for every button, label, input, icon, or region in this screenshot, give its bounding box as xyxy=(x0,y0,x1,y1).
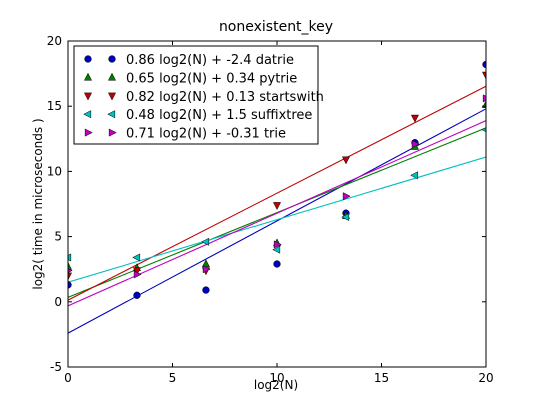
legend-marker-right-4 xyxy=(107,110,116,119)
legend-label-1: 0.86 log2(N) + -2.4 datrie xyxy=(126,53,294,68)
legend-marker-right-2 xyxy=(107,72,117,81)
legend-marker-left-1 xyxy=(84,55,92,63)
y-tick-label-5: 15 xyxy=(47,99,62,113)
legend-label-4: 0.48 log2(N) + 1.5 suffixtree xyxy=(126,108,312,123)
y-tick-label-1: -5 xyxy=(50,360,62,374)
data-point-series-2-1 xyxy=(68,261,73,270)
data-point-series-1-7 xyxy=(482,60,486,69)
y-tick-label-4: 10 xyxy=(47,164,62,178)
data-point-series-1-1 xyxy=(68,281,72,289)
data-point-series-4-2 xyxy=(132,253,141,262)
legend: 0.86 log2(N) + -2.4 datrie 0.65 log2(N) +… xyxy=(73,45,324,145)
legend-marker-right-3 xyxy=(107,92,117,101)
data-point-series-4-3 xyxy=(201,237,210,246)
data-point-series-3-4 xyxy=(272,202,282,211)
y-tick-label-6: 20 xyxy=(47,34,62,48)
legend-marker-right-5 xyxy=(108,128,117,137)
legend-box xyxy=(73,45,319,145)
data-point-series-4-4 xyxy=(272,245,281,254)
legend-label-3: 0.82 log2(N) + 0.13 startswith xyxy=(126,90,324,105)
data-point-series-5-7 xyxy=(482,94,486,103)
fit-line-3 xyxy=(68,85,486,301)
x-tick-label-3: 10 xyxy=(269,371,284,385)
legend-label-2: 0.65 log2(N) + 0.34 pytrie xyxy=(126,71,297,86)
y-tick-label-3: 5 xyxy=(54,230,62,244)
legend-marker-left-4 xyxy=(83,110,92,119)
data-point-series-5-4 xyxy=(273,240,282,249)
chart-title: nonexistent_key xyxy=(219,19,333,35)
data-point-series-4-1 xyxy=(68,253,72,262)
data-point-series-4-7 xyxy=(481,127,486,133)
series-layer xyxy=(68,60,486,334)
legend-label-5: 0.71 log2(N) + -0.31 trie xyxy=(126,127,286,142)
data-point-series-1-4 xyxy=(273,260,281,268)
legend-marker-left-5 xyxy=(84,128,93,137)
data-point-series-5-1 xyxy=(68,268,73,273)
x-tick-label-1: 0 xyxy=(64,371,72,385)
data-point-series-5-3 xyxy=(202,265,211,274)
data-point-series-3-6 xyxy=(410,114,419,123)
data-point-series-4-6 xyxy=(410,171,419,180)
data-point-series-1-2 xyxy=(133,291,141,299)
data-point-series-1-3 xyxy=(202,286,210,294)
x-tick-label-4: 15 xyxy=(374,371,389,385)
x-tick-label-5: 20 xyxy=(478,371,493,385)
legend-marker-left-2 xyxy=(83,72,93,81)
data-point-series-3-5 xyxy=(341,156,350,165)
y-tick-label-2: 0 xyxy=(54,295,62,309)
legend-marker-left-3 xyxy=(83,92,93,101)
y-axis-label: log2( time in microseconds ) xyxy=(31,118,45,289)
x-axis-label: log2(N) xyxy=(254,378,298,392)
data-point-series-5-6 xyxy=(411,140,420,149)
data-point-series-5-2 xyxy=(133,270,142,279)
legend-marker-right-1 xyxy=(108,55,116,63)
data-point-series-5-5 xyxy=(342,192,351,201)
data-point-series-3-7 xyxy=(481,71,486,80)
x-tick-label-2: 5 xyxy=(169,371,177,385)
data-point-series-3-1 xyxy=(68,272,73,281)
data-point-series-4-5 xyxy=(341,213,350,222)
